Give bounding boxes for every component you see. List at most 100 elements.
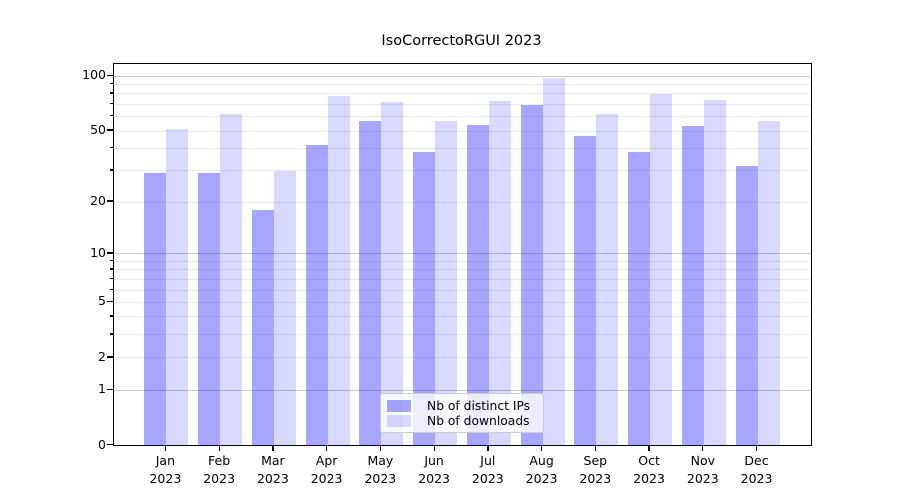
legend: Nb of distinct IPs Nb of downloads	[380, 393, 544, 433]
x-tick-mark	[487, 445, 489, 452]
major-gridline	[114, 389, 811, 391]
x-tick-year: 2023	[149, 470, 182, 486]
bar-downloads-oct	[650, 93, 673, 446]
chart-title: IsoCorrectoRGUI 2023	[381, 33, 542, 49]
y-tick-mark	[106, 74, 113, 76]
y-minor-tick-mark	[109, 277, 113, 280]
minor-gridline	[114, 269, 811, 271]
plot-area	[113, 63, 812, 446]
x-tick-month: Feb	[208, 453, 231, 468]
x-tick-year: 2023	[310, 470, 343, 486]
y-minor-tick-mark	[109, 315, 113, 317]
x-tick-year: 2023	[418, 470, 450, 486]
x-tick-label: Aug 2023	[511, 452, 573, 487]
x-tick-mark	[272, 445, 274, 452]
minor-gridline	[114, 130, 811, 132]
y-minor-tick-mark	[109, 200, 113, 202]
x-tick-month: Aug	[529, 453, 554, 468]
y-minor-tick-mark	[109, 356, 113, 358]
y-minor-tick-mark	[109, 300, 113, 303]
legend-label-downloads: Nb of downloads	[427, 414, 530, 428]
minor-gridline	[114, 357, 811, 359]
x-tick-mark	[648, 445, 650, 452]
x-tick-year: 2023	[203, 470, 236, 486]
y-tick-label: 50	[90, 122, 106, 137]
x-tick-month: May	[367, 453, 394, 468]
y-minor-tick-mark	[109, 268, 113, 270]
x-tick-year: 2023	[579, 470, 612, 486]
y-tick-label: 10	[90, 244, 106, 260]
x-tick-label: Feb 2023	[188, 452, 250, 487]
x-tick-year: 2023	[740, 470, 773, 486]
y-minor-tick-mark	[109, 115, 113, 117]
y-tick-label: 0	[98, 436, 106, 452]
x-tick-month: Jul	[480, 453, 496, 468]
y-tick-label: 1	[98, 381, 106, 397]
x-tick-mark	[702, 445, 704, 452]
bar-distinct-ips-jan	[144, 173, 167, 446]
x-tick-mark	[218, 445, 220, 452]
x-tick-mark	[326, 445, 328, 452]
bar-downloads-sep	[596, 114, 619, 446]
bar-downloads-jul	[488, 101, 511, 446]
y-minor-tick-mark	[109, 259, 113, 262]
y-tick-mark	[106, 444, 113, 446]
bar-distinct-ips-nov	[681, 126, 704, 446]
bar-downloads-nov	[703, 100, 726, 446]
y-tick-label: 5	[98, 293, 106, 309]
x-tick-year: 2023	[471, 470, 504, 486]
x-tick-month: Oct	[638, 453, 660, 468]
x-tick-label: Oct 2023	[618, 452, 680, 487]
minor-gridline	[114, 260, 811, 262]
y-minor-tick-mark	[109, 169, 113, 171]
minor-gridline	[114, 116, 811, 118]
y-tick-label: 2	[98, 348, 106, 364]
x-tick-year: 2023	[256, 470, 289, 486]
y-tick-mark	[106, 252, 113, 254]
x-tick-month: Jan	[155, 453, 176, 468]
x-tick-label: Jun 2023	[403, 452, 465, 487]
y-minor-tick-mark	[109, 92, 113, 94]
x-tick-mark	[594, 445, 597, 452]
legend-swatch-downloads	[387, 415, 411, 427]
bar-downloads-jan	[166, 129, 189, 446]
x-tick-month: Dec	[744, 453, 769, 468]
bar-downloads-feb	[220, 114, 243, 446]
x-tick-mark	[379, 445, 382, 452]
bar-downloads-dec	[757, 120, 780, 446]
bar-downloads-apr	[327, 95, 350, 446]
minor-gridline	[114, 201, 811, 203]
x-tick-label: Sep 2023	[564, 452, 626, 487]
y-tick-mark	[106, 388, 113, 390]
x-tick-label: Dec 2023	[726, 452, 788, 487]
y-minor-tick-mark	[109, 146, 113, 149]
bar-downloads-may	[381, 102, 404, 446]
legend-item-downloads: Nb of downloads	[387, 414, 536, 428]
bar-distinct-ips-feb	[198, 173, 221, 446]
y-minor-tick-mark	[109, 333, 113, 335]
minor-gridline	[114, 147, 811, 149]
bar-distinct-ips-aug	[520, 104, 543, 446]
minor-gridline	[114, 316, 811, 318]
bar-distinct-ips-apr	[305, 144, 328, 446]
y-minor-tick-mark	[109, 83, 113, 85]
x-tick-year: 2023	[686, 470, 719, 486]
minor-gridline	[114, 104, 811, 106]
y-minor-tick-mark	[109, 103, 113, 105]
x-tick-label: Mar 2023	[242, 452, 304, 487]
minor-gridline	[114, 334, 811, 336]
x-tick-label: Apr 2023	[296, 452, 358, 487]
minor-gridline	[114, 289, 811, 291]
major-gridline	[114, 253, 811, 255]
minor-gridline	[114, 170, 811, 172]
x-tick-label: May 2023	[349, 452, 411, 487]
y-minor-tick-mark	[109, 288, 113, 290]
y-tick-label: 20	[90, 193, 106, 209]
bar-distinct-ips-may	[359, 120, 382, 446]
bar-downloads-aug	[542, 77, 565, 446]
x-tick-month: Nov	[690, 453, 715, 468]
x-tick-mark	[540, 445, 543, 452]
x-tick-year: 2023	[633, 470, 665, 486]
x-tick-label: Nov 2023	[672, 452, 734, 487]
